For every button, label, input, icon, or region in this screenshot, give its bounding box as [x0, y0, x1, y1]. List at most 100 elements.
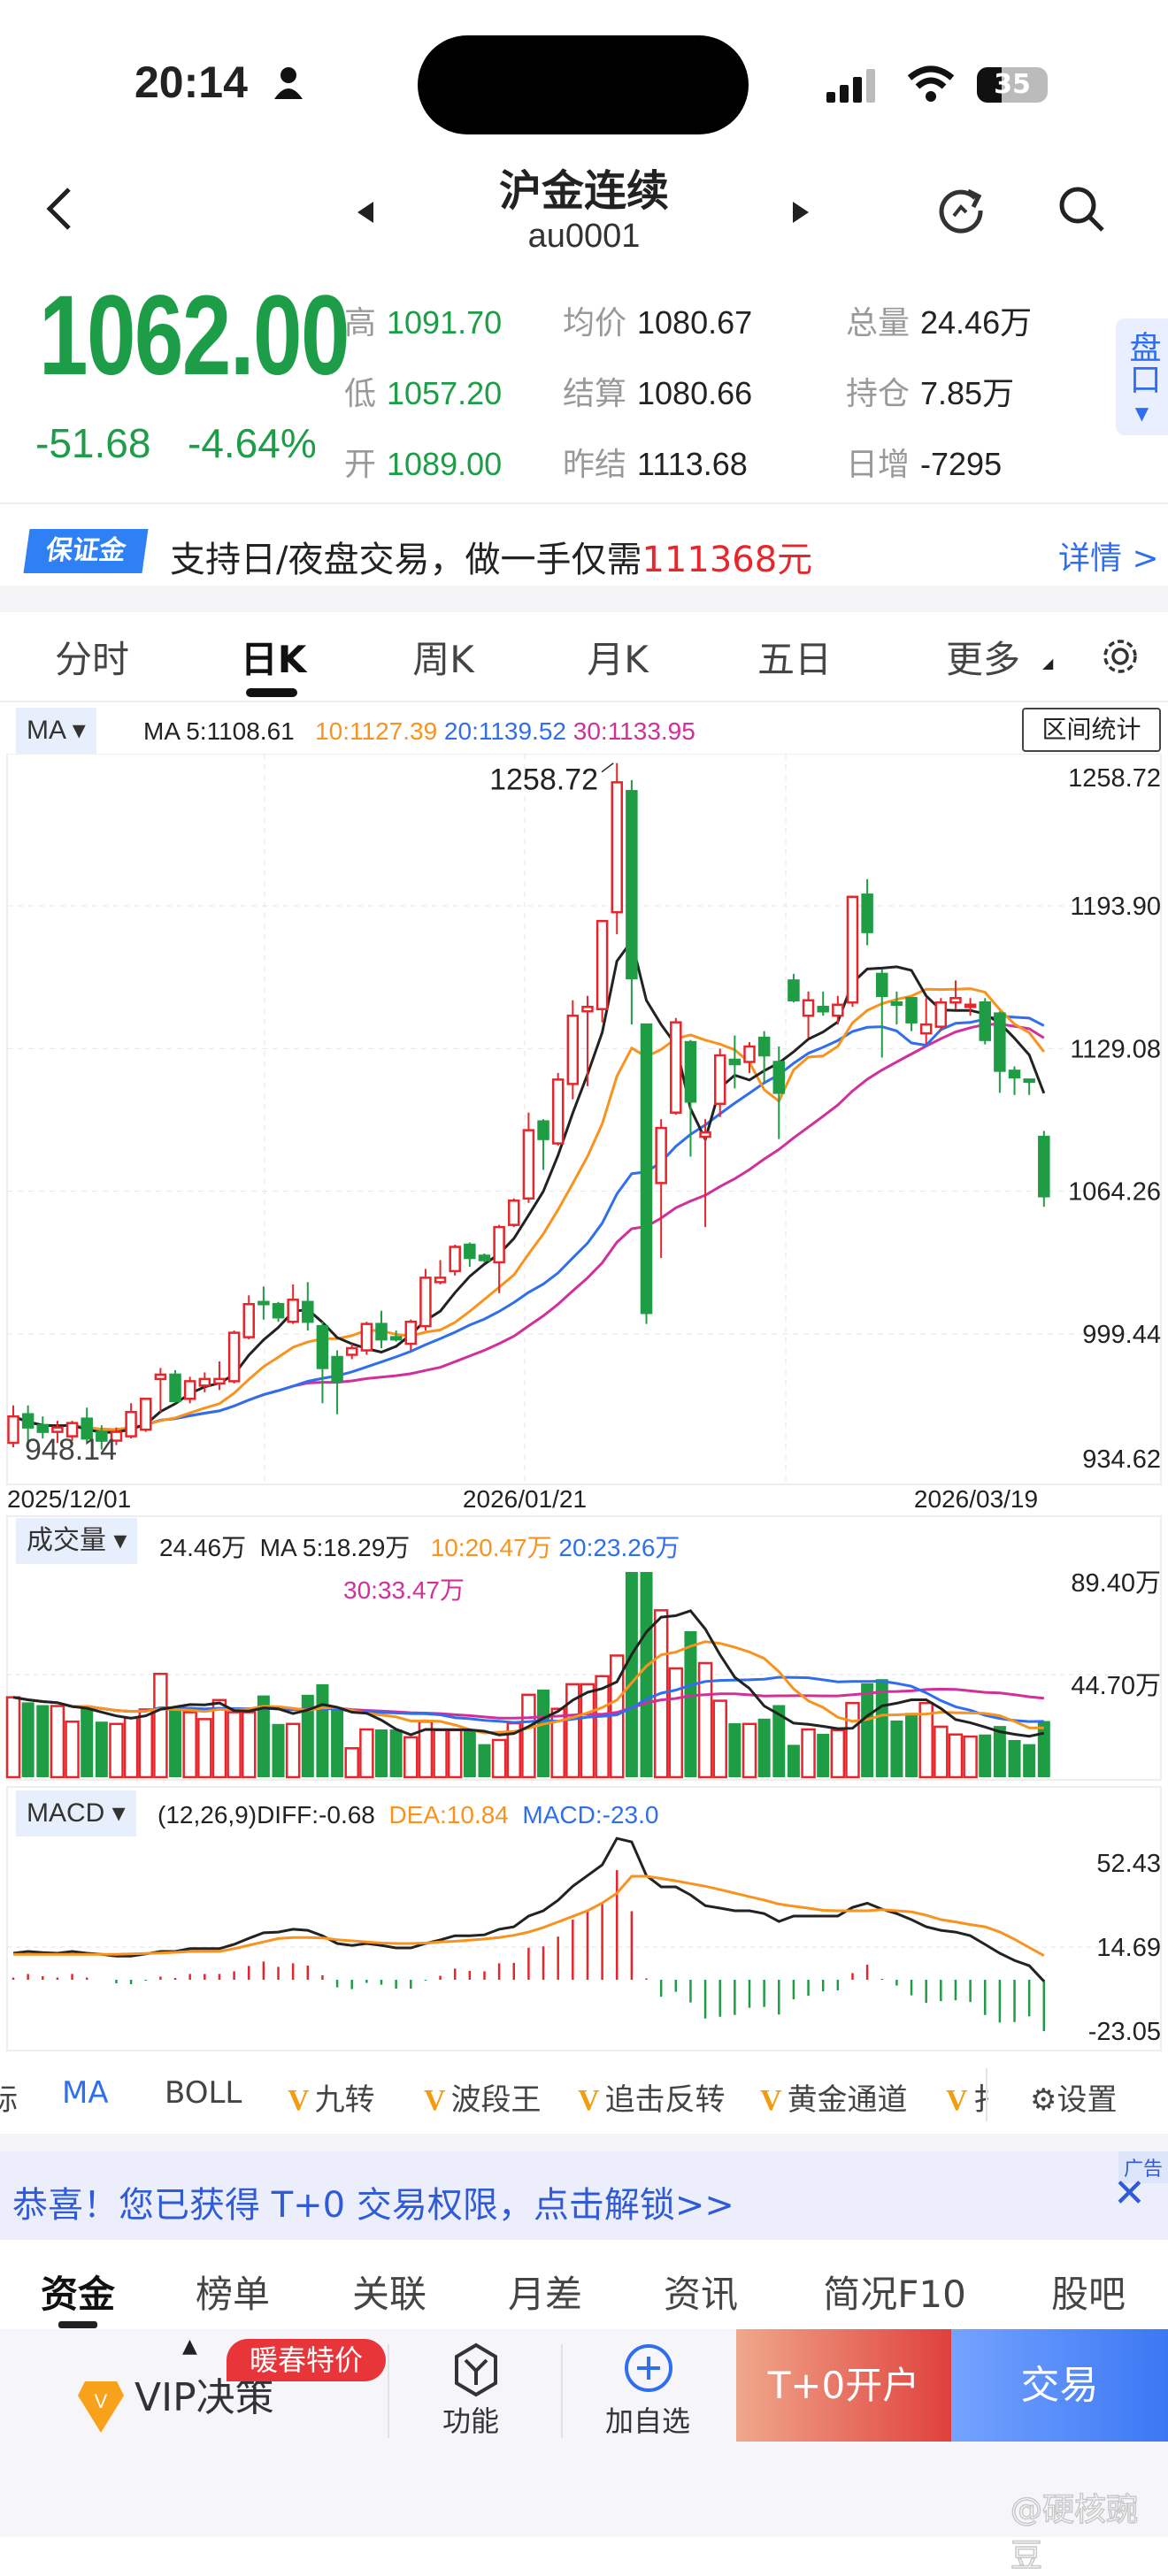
volume-bar — [109, 1722, 124, 1779]
svg-text:V: V — [95, 2390, 108, 2412]
y-tick-label: 52.43 — [1096, 1850, 1161, 1878]
indicator-6[interactable]: V 黄金通道 — [760, 2075, 908, 2119]
indicator-0[interactable]: 标 — [0, 2075, 18, 2119]
next-contract-icon[interactable] — [791, 200, 811, 225]
stat-item: 结算 1080.66 — [563, 368, 752, 414]
previous-contract-icon[interactable] — [356, 200, 375, 225]
bottom-tab-5[interactable]: 简况F10 — [823, 2273, 966, 2316]
tab-4[interactable]: 五日 — [757, 638, 833, 681]
candle-body — [360, 1322, 373, 1352]
candle-body — [140, 1398, 152, 1431]
gear-icon[interactable] — [1101, 637, 1140, 676]
volume-bar — [389, 1729, 403, 1777]
stat-label: 结算 — [563, 376, 627, 412]
stat-value: 1080.66 — [637, 375, 753, 411]
x-tick-label: 2025/12/01 — [7, 1485, 131, 1513]
refresh-icon[interactable] — [936, 184, 986, 234]
y-tick-label: 44.70万 — [1071, 1672, 1161, 1700]
ma10-value: 10:1127.39 — [315, 717, 438, 745]
bottom-tab-6[interactable]: 股吧 — [1050, 2273, 1126, 2316]
tab-3[interactable]: 月K — [587, 638, 649, 681]
indicator-label: 追击反转 — [604, 2082, 726, 2118]
function-button[interactable]: 功能 — [442, 2404, 500, 2438]
ma20-value: 20:1139.52 — [443, 717, 566, 745]
candle-body — [110, 1430, 123, 1442]
indicator-5[interactable]: V 追击反转 — [578, 2075, 726, 2119]
volume-bar — [565, 1683, 580, 1779]
bottom-tab-2[interactable]: 关联 — [351, 2273, 427, 2316]
chevron-down-icon: ▼ — [1134, 402, 1149, 424]
candle-body — [478, 1254, 491, 1261]
trade-button[interactable]: 交易 — [951, 2329, 1168, 2442]
stat-value: 1080.67 — [637, 304, 753, 341]
stat-item: 持仓 7.85万 — [846, 368, 1014, 414]
add-icon — [625, 2344, 672, 2392]
volume-bar — [550, 1707, 565, 1779]
divider — [561, 2344, 563, 2438]
range-stats-button[interactable]: 区间统计 — [1022, 708, 1161, 752]
candle-body — [713, 1054, 726, 1106]
candle-body — [434, 1276, 447, 1284]
expand-caret-icon[interactable]: ▲ — [182, 2335, 197, 2358]
bottom-tab-0[interactable]: 资金 — [40, 2273, 116, 2316]
details-link[interactable]: 详情 > — [1058, 540, 1159, 577]
back-icon[interactable] — [42, 186, 74, 232]
macd-selector[interactable]: MACD ▾ — [16, 1790, 136, 1836]
indicator-2[interactable]: BOLL — [165, 2075, 242, 2111]
tab-2[interactable]: 周K — [412, 638, 474, 681]
ma5-value: MA 5:1108.61 — [143, 717, 295, 745]
settings-button[interactable]: ⚙设置 — [1030, 2075, 1117, 2119]
volume-bar — [1008, 1739, 1021, 1777]
volume-selector[interactable]: 成交量 ▾ — [16, 1518, 138, 1564]
candle-body — [81, 1417, 93, 1440]
indicator-label: 九转 — [314, 2082, 375, 2118]
stat-item: 日增 -7295 — [846, 439, 1002, 485]
macd-chart[interactable]: 52.43 14.69 -23.05 — [0, 1785, 1168, 2054]
indicator-label: 黄金通道 — [787, 2082, 908, 2118]
pankou-tab[interactable]: 盘口 ▼ — [1116, 318, 1168, 435]
candle-body — [788, 979, 800, 1002]
stat-value: 1057.20 — [387, 375, 503, 411]
chart-frame — [6, 1786, 1162, 2051]
candle-body — [640, 1023, 653, 1315]
volume-bar — [359, 1728, 374, 1779]
vol-ma5-line — [12, 1609, 1045, 1738]
close-icon[interactable]: ✕ — [1113, 2171, 1146, 2216]
candle-body — [596, 919, 609, 1010]
open-account-button[interactable]: T+0开户 — [736, 2329, 951, 2442]
candle-body — [227, 1331, 241, 1383]
volume-bar — [447, 1729, 463, 1779]
volume-chart[interactable]: 89.40万 44.70万 — [0, 1514, 1168, 1783]
contract-code: au0001 — [527, 218, 641, 255]
volume-bar — [241, 1711, 257, 1779]
volume-bar — [890, 1720, 903, 1777]
ma20-line — [12, 1015, 1045, 1431]
ma-selector[interactable]: MA ▾ — [16, 708, 96, 754]
candlestick-chart[interactable]: 1258.72 1193.90 1129.08 1064.26 999.44 934.62… — [0, 754, 1168, 1514]
bottom-tab-1[interactable]: 榜单 — [195, 2273, 271, 2316]
volume-bar — [344, 1747, 359, 1779]
candle-body — [1008, 1070, 1021, 1079]
y-tick-label: 1129.08 — [1070, 1035, 1161, 1063]
tab-1[interactable]: 日K — [240, 638, 307, 681]
candle-body — [890, 1001, 903, 1007]
search-icon[interactable] — [1057, 184, 1106, 234]
vip-decision-button[interactable]: VIP决策 — [134, 2375, 274, 2420]
bottom-tab-4[interactable]: 资讯 — [663, 2273, 739, 2316]
volume-bar — [138, 1708, 154, 1779]
tab-5[interactable]: 更多 — [945, 638, 1021, 681]
volume-bar — [197, 1718, 212, 1779]
bottom-tab-3[interactable]: 月差 — [507, 2273, 583, 2316]
margin-banner[interactable]: 支持日/夜盘交易，做一手仅需111368元 — [170, 531, 812, 582]
indicator-4[interactable]: V 波段王 — [424, 2075, 542, 2119]
tab-0[interactable]: 分时 — [54, 638, 130, 681]
gear-icon: ⚙ — [1030, 2082, 1057, 2118]
candle-body — [21, 1413, 35, 1429]
indicator-1[interactable]: MA — [62, 2075, 109, 2111]
ad-banner[interactable]: 恭喜！您已获得 T+0 交易权限，点击解锁>> 广告 ✕ — [0, 2151, 1168, 2240]
volume-bar — [697, 1661, 713, 1779]
settings-label: 设置 — [1057, 2082, 1118, 2118]
indicator-3[interactable]: V 九转 — [288, 2075, 375, 2119]
add-watchlist-button[interactable]: 加自选 — [605, 2404, 691, 2438]
